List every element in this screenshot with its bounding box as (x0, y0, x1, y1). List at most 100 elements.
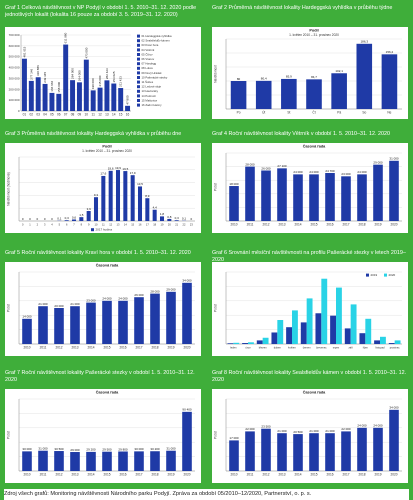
data-label: 24 000 (293, 170, 303, 174)
legend-swatch (137, 66, 140, 70)
bar (389, 409, 399, 471)
data-label: 29 200 (86, 448, 96, 452)
x-tick-label: 2011 (247, 473, 254, 477)
bar (229, 186, 239, 221)
x-tick-label: 12 (98, 113, 102, 117)
data-label: 24 000 (357, 424, 367, 428)
data-label: 47 800 (126, 95, 130, 105)
legend-item: 14 Podmolí (142, 94, 156, 98)
bar (356, 43, 373, 109)
legend-swatch (137, 39, 140, 43)
bar (227, 343, 234, 344)
x-tick-label: 13 (105, 113, 109, 117)
x-tick-label: srpen (333, 346, 340, 350)
bar (166, 450, 176, 471)
bar (123, 171, 128, 221)
x-tick-label: 06 (57, 113, 61, 117)
bar (233, 342, 240, 344)
x-tick-label: 2020 (183, 473, 190, 477)
x-tick-label: 2015 (103, 346, 110, 350)
x-tick-label: 2016 (326, 473, 333, 477)
caption-graf-7: Graf 7 Roční návštěvnost lokality Pašerá… (5, 370, 195, 383)
x-tick-label: 04 (43, 113, 47, 117)
bar (28, 80, 34, 111)
bar (315, 313, 322, 344)
bar (325, 173, 335, 221)
chart-panel-graf-7: Časová řada Počet 30 000 31 000 30 500 29 000… (5, 389, 201, 483)
data-label: 21 000 (325, 429, 335, 433)
data-label: 0 (44, 217, 46, 221)
data-label: 84,7 (311, 75, 317, 79)
bar (245, 166, 255, 221)
x-tick-label: 1 (29, 223, 31, 227)
bar (118, 451, 128, 471)
data-label: 23 000 (86, 298, 96, 302)
data-label: 18 000 (229, 182, 239, 186)
x-tick-label: 01 (23, 113, 27, 117)
data-label: 27 100 (277, 164, 287, 168)
bar (130, 175, 135, 221)
data-label: 29 000 (166, 288, 176, 292)
caption-graf-2: Graf 2 Průměrná návštěvnost lokality Har… (212, 5, 393, 11)
data-label: 29 000 (70, 448, 80, 452)
legend-item: 11 Šobes (142, 79, 154, 84)
x-tick-label: So (362, 111, 366, 115)
chart-title: Časová řada (96, 390, 119, 395)
x-tick-label: 2010 (230, 223, 237, 227)
x-tick-label: 2019 (167, 346, 174, 350)
bar (341, 176, 351, 221)
x-tick-label: 2013 (71, 473, 78, 477)
bar (54, 308, 64, 344)
legend-item: 15 Mašovice (142, 98, 158, 102)
data-label: 30 000 (134, 447, 144, 451)
bar (230, 81, 247, 109)
data-label: 24 000 (102, 297, 112, 301)
x-tick-label: 2018 (358, 223, 365, 227)
data-label: 30 200 (150, 447, 160, 451)
bar (373, 427, 383, 471)
data-label: 17,9 (130, 171, 136, 175)
data-label: 158 000 (57, 81, 61, 92)
x-tick-label: 2014 (87, 473, 94, 477)
caption-graf-8: Graf 8 Roční návštěvnost lokality Sealsf… (212, 370, 407, 383)
chart-title: Časová řada (96, 263, 119, 268)
bar (70, 80, 76, 111)
legend-swatch (137, 94, 140, 98)
chart-subtitle: 1. květen 2010 – 31. prosinec 2020 (82, 149, 132, 153)
bar (182, 411, 192, 471)
legend-swatch (137, 48, 140, 52)
bar (277, 320, 284, 344)
x-tick-label: Pá (337, 111, 341, 115)
bar (336, 287, 342, 344)
x-tick-label: 08 (71, 113, 75, 117)
data-label: 31 000 (389, 157, 399, 161)
data-label: 26 000 (261, 166, 271, 170)
x-tick-label: 2015 (310, 223, 317, 227)
bar (93, 197, 99, 221)
bar (292, 310, 298, 344)
data-label: 22 000 (341, 427, 351, 431)
legend-swatch (137, 99, 140, 102)
legend-swatch (91, 228, 94, 232)
chart-subtitle: 1. květen 2010 – 31. prosinec 2020 (289, 33, 339, 37)
data-label: 20 500 (293, 430, 303, 434)
data-label: 1,8 (160, 212, 165, 216)
x-tick-label: 5 (59, 223, 61, 227)
caption-graf-4: Graf 4 Roční návštěvnost lokality Větrní… (212, 131, 391, 137)
x-tick-label: 22 (183, 223, 186, 227)
legend-item: 06 Vranov (142, 57, 155, 61)
x-tick-label: 12 (109, 223, 112, 227)
legend-swatch (137, 85, 140, 89)
x-tick-label: říjen (363, 346, 369, 350)
legend-item: 10 Pašerácké stezky (142, 75, 168, 79)
x-tick-label: 2018 (151, 473, 158, 477)
bar (277, 168, 287, 221)
data-label: 4,4 (153, 206, 158, 210)
source-note: Zdroj všech grafů: Monitoring návštěvnos… (4, 489, 409, 500)
legend-item: 07 Hardegg (142, 62, 157, 66)
bar (256, 340, 263, 344)
x-tick-label: 13 (117, 223, 120, 227)
chart-panel-graf-3: Podíl 1. květen 2010 – 31. prosinec 2020 N… (5, 143, 201, 233)
x-tick-label: 05 (50, 113, 54, 117)
